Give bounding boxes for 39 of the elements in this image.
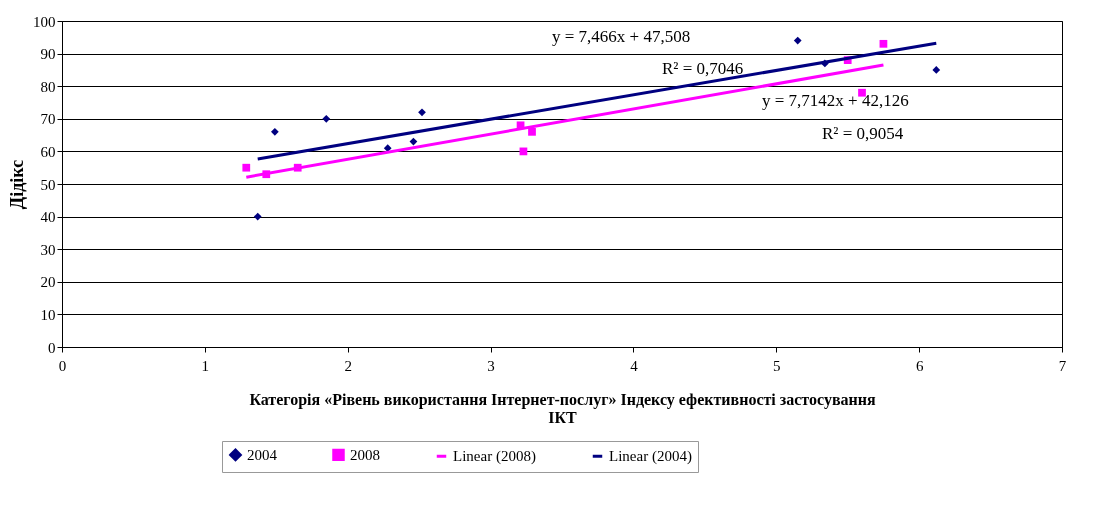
point [932,66,941,74]
y-tick-label: 60 [40,143,56,160]
legend-label: 2004 [247,446,278,463]
x-tick-label: 7 [1058,357,1067,374]
y-tick-label: 90 [40,46,56,63]
point [409,137,418,146]
x-tick-label: 5 [773,357,781,374]
legend-label: 2008 [350,446,380,463]
y-axis-title: Дідікс [7,159,27,210]
point [528,127,536,136]
point [242,163,251,172]
point [270,127,279,136]
point [322,114,331,123]
point [879,39,888,48]
y-tick-label: 100 [33,13,56,30]
annotation: y = 7,466x + 47,508 [552,27,691,46]
x-tick-label: 3 [487,357,495,374]
point [418,108,426,117]
x-tick-label: 6 [915,357,924,374]
annotation: R² = 0,7046 [662,59,744,78]
annotation: y = 7,7142x + 42,126 [762,91,909,110]
x-axis-title: Категорія «Рівень використання Інтернет-послуг» Індексу ефективності застосування ІКТ [249,390,876,426]
y-tick-label: 30 [40,241,56,258]
annotation: R² = 0,9054 [822,124,904,143]
y-tick-label: 80 [40,78,56,95]
x-tick-label: 1 [201,357,210,374]
x-tick-label: 4 [630,357,639,374]
point [793,36,802,45]
y-tick-label: 10 [40,306,56,323]
y-tick-label: 40 [40,209,56,226]
legend-label: Linear (2004) [609,448,692,466]
y-tick-label: 20 [40,274,56,291]
x-tick-label: 2 [344,357,352,374]
x-tick-label: 0 [58,357,67,374]
point [253,212,262,221]
legend-label: Linear (2008) [453,448,536,466]
y-tick-label: 70 [40,111,56,128]
y-tick-label: 0 [48,339,56,356]
y-tick-label: 50 [40,176,56,193]
